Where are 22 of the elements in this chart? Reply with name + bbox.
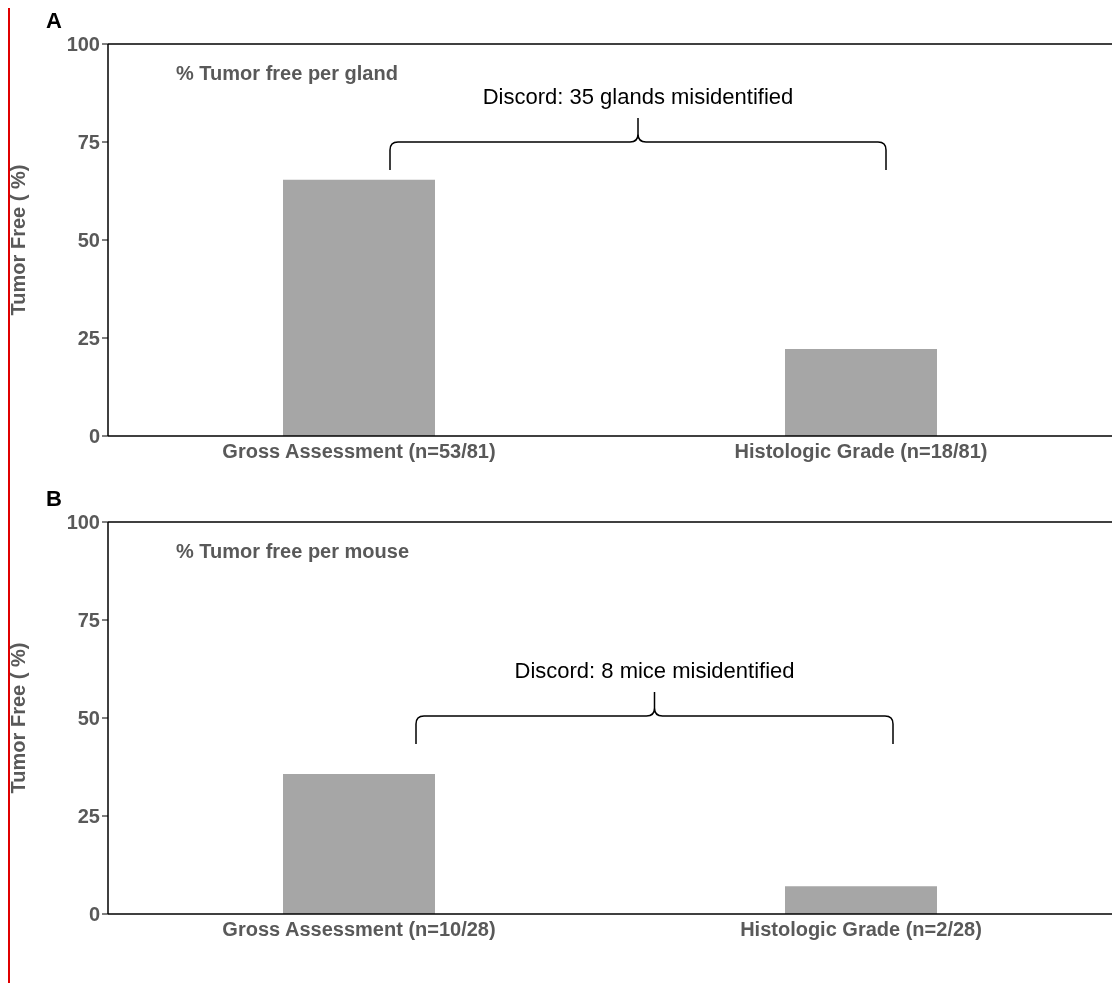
text: % Tumor free per mouse — [176, 540, 410, 563]
y-tick-label: 50 — [77, 229, 100, 252]
y-tick-label: 50 — [77, 707, 100, 730]
annotation: Discord: 35 glands misidentified — [481, 84, 795, 110]
y-tick-label: 100 — [66, 511, 100, 534]
y-axis-title: Tumor Free ( %) — [7, 642, 30, 794]
x-tick-label: Histologic Grade (n=2/28) — [740, 918, 982, 941]
y-tick-label: 25 — [77, 805, 100, 828]
x-tick-label: Gross Assessment (n=10/28) — [222, 918, 496, 941]
chart-title: B — [46, 486, 62, 512]
y-tick-label: 0 — [88, 425, 100, 448]
y-tick-label: 75 — [77, 609, 100, 632]
x-tick-label: Gross Assessment (n=53/81) — [222, 440, 496, 463]
y-tick-label: 100 — [66, 33, 100, 56]
y-axis-title: Tumor Free ( %) — [7, 164, 30, 316]
text: % Tumor free per gland — [176, 62, 398, 85]
annotation: Discord: 8 mice misidentified — [513, 658, 796, 684]
chart-title: A — [46, 8, 62, 34]
x-tick-label: Histologic Grade (n=18/81) — [734, 440, 988, 463]
y-tick-label: 75 — [77, 131, 100, 154]
y-tick-label: 0 — [88, 903, 100, 926]
y-tick-label: 25 — [77, 327, 100, 350]
